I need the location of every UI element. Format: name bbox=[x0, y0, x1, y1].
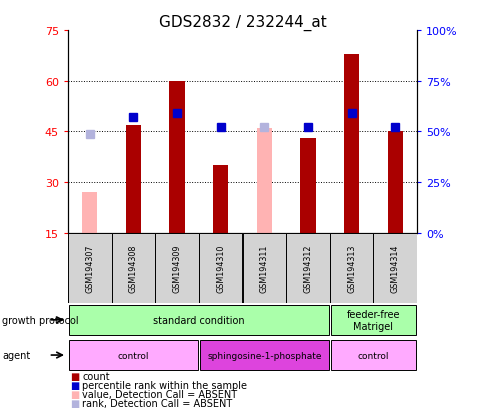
Text: GSM194307: GSM194307 bbox=[85, 244, 94, 293]
Bar bbox=[198, 233, 242, 304]
Text: GSM194311: GSM194311 bbox=[259, 244, 268, 292]
Bar bbox=[125, 126, 141, 233]
Text: growth protocol: growth protocol bbox=[2, 315, 79, 325]
Text: count: count bbox=[82, 371, 110, 381]
Text: standard condition: standard condition bbox=[153, 315, 244, 325]
Text: GSM194314: GSM194314 bbox=[390, 244, 399, 292]
Bar bbox=[256, 129, 272, 233]
Text: GSM194308: GSM194308 bbox=[129, 244, 137, 292]
Text: ■: ■ bbox=[70, 371, 79, 381]
Text: value, Detection Call = ABSENT: value, Detection Call = ABSENT bbox=[82, 389, 237, 399]
Text: feeder-free
Matrigel: feeder-free Matrigel bbox=[346, 309, 399, 331]
Text: GDS2832 / 232244_at: GDS2832 / 232244_at bbox=[158, 14, 326, 31]
Bar bbox=[286, 233, 329, 304]
Text: percentile rank within the sample: percentile rank within the sample bbox=[82, 380, 247, 390]
Text: GSM194313: GSM194313 bbox=[347, 244, 355, 292]
Bar bbox=[155, 233, 198, 304]
Bar bbox=[82, 193, 97, 233]
Text: GSM194310: GSM194310 bbox=[216, 244, 225, 292]
Text: rank, Detection Call = ABSENT: rank, Detection Call = ABSENT bbox=[82, 398, 232, 408]
Text: agent: agent bbox=[2, 350, 30, 360]
Bar bbox=[69, 305, 328, 335]
Text: ■: ■ bbox=[70, 380, 79, 390]
Bar bbox=[300, 139, 315, 233]
Bar bbox=[68, 233, 111, 304]
Bar bbox=[343, 55, 359, 233]
Text: control: control bbox=[357, 351, 388, 360]
Text: control: control bbox=[118, 351, 149, 360]
Bar bbox=[199, 340, 328, 370]
Bar bbox=[169, 81, 184, 233]
Bar bbox=[330, 340, 415, 370]
Bar bbox=[373, 233, 416, 304]
Bar bbox=[330, 305, 415, 335]
Bar bbox=[329, 233, 373, 304]
Text: sphingosine-1-phosphate: sphingosine-1-phosphate bbox=[207, 351, 321, 360]
Bar bbox=[69, 340, 197, 370]
Text: ■: ■ bbox=[70, 389, 79, 399]
Bar bbox=[387, 132, 402, 233]
Text: GSM194312: GSM194312 bbox=[303, 244, 312, 293]
Bar bbox=[111, 233, 155, 304]
Text: ■: ■ bbox=[70, 398, 79, 408]
Bar bbox=[242, 233, 286, 304]
Text: GSM194309: GSM194309 bbox=[172, 244, 181, 293]
Bar bbox=[212, 166, 228, 233]
